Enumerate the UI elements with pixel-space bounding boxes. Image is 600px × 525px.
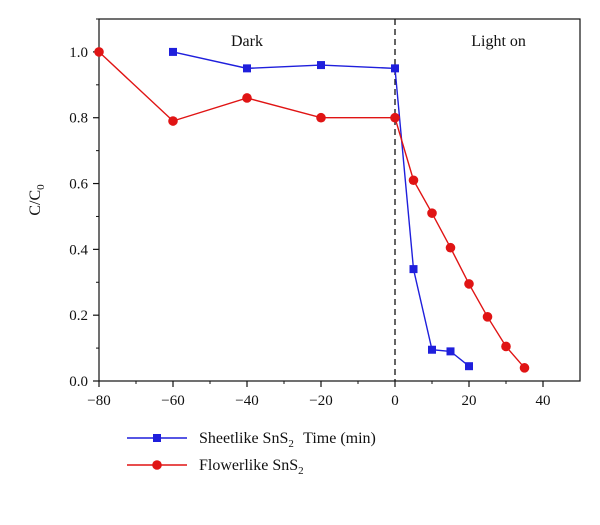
data-point — [94, 47, 104, 57]
series-line — [98, 51, 526, 369]
light-region-label: Light on — [471, 33, 526, 50]
x-tick-label: 40 — [536, 393, 551, 409]
legend-marker — [153, 434, 161, 442]
y-tick-label: 0.4 — [69, 242, 88, 258]
data-point — [242, 93, 252, 103]
data-point — [243, 64, 251, 73]
data-point — [428, 345, 436, 354]
legend-label-main: Sheetlike SnS — [199, 430, 288, 447]
data-point — [501, 341, 511, 352]
y-tick-label: 0.6 — [69, 177, 88, 193]
dark-region-label: Dark — [231, 33, 263, 50]
data-point — [391, 64, 399, 73]
data-point — [465, 362, 473, 371]
data-point — [168, 116, 178, 126]
x-tick-label: −60 — [161, 393, 184, 409]
y-tick-label: 0.0 — [69, 374, 88, 390]
x-tick-label: 0 — [391, 393, 399, 409]
y-tick-label: 0.2 — [69, 308, 88, 324]
x-axis: −80 −60 −40 −20 0 20 40 — [87, 381, 551, 409]
x-axis-title: Time (min) — [303, 430, 376, 447]
x-tick-label: −80 — [87, 393, 110, 409]
legend-label: Flowerlike SnS2 — [199, 457, 304, 477]
data-point — [519, 363, 530, 373]
legend-label-subscript: 2 — [298, 465, 304, 477]
x-tick-label: 20 — [462, 393, 477, 409]
data-point — [446, 347, 455, 356]
data-point — [169, 47, 177, 56]
legend-label: Sheetlike SnS2 — [199, 430, 294, 450]
data-point — [390, 112, 400, 123]
y-tick-label: 1.0 — [69, 45, 88, 61]
data-point — [445, 242, 456, 253]
y-axis-title-main: C/C — [27, 190, 44, 216]
y-axis-title-subscript: 0 — [35, 184, 47, 190]
y-axis-title: C/C0 — [27, 184, 47, 216]
x-tick-label: −40 — [235, 393, 258, 409]
data-point — [409, 265, 418, 274]
data-point — [408, 175, 419, 186]
plot-frame — [98, 18, 581, 382]
data-point — [482, 312, 493, 322]
legend-marker — [152, 460, 162, 470]
legend-label-main: Flowerlike SnS — [199, 457, 298, 474]
x-tick-label: −20 — [309, 393, 332, 409]
legend-label-subscript: 2 — [288, 438, 294, 450]
data-point — [317, 61, 325, 70]
y-tick-label: 0.8 — [69, 111, 88, 127]
series-layer — [94, 47, 530, 373]
data-point — [316, 112, 326, 123]
y-axis: 0.0 0.2 0.4 0.6 0.8 1.0 — [69, 18, 99, 390]
data-point — [464, 279, 474, 289]
series-line — [172, 51, 470, 367]
data-point — [427, 208, 437, 218]
